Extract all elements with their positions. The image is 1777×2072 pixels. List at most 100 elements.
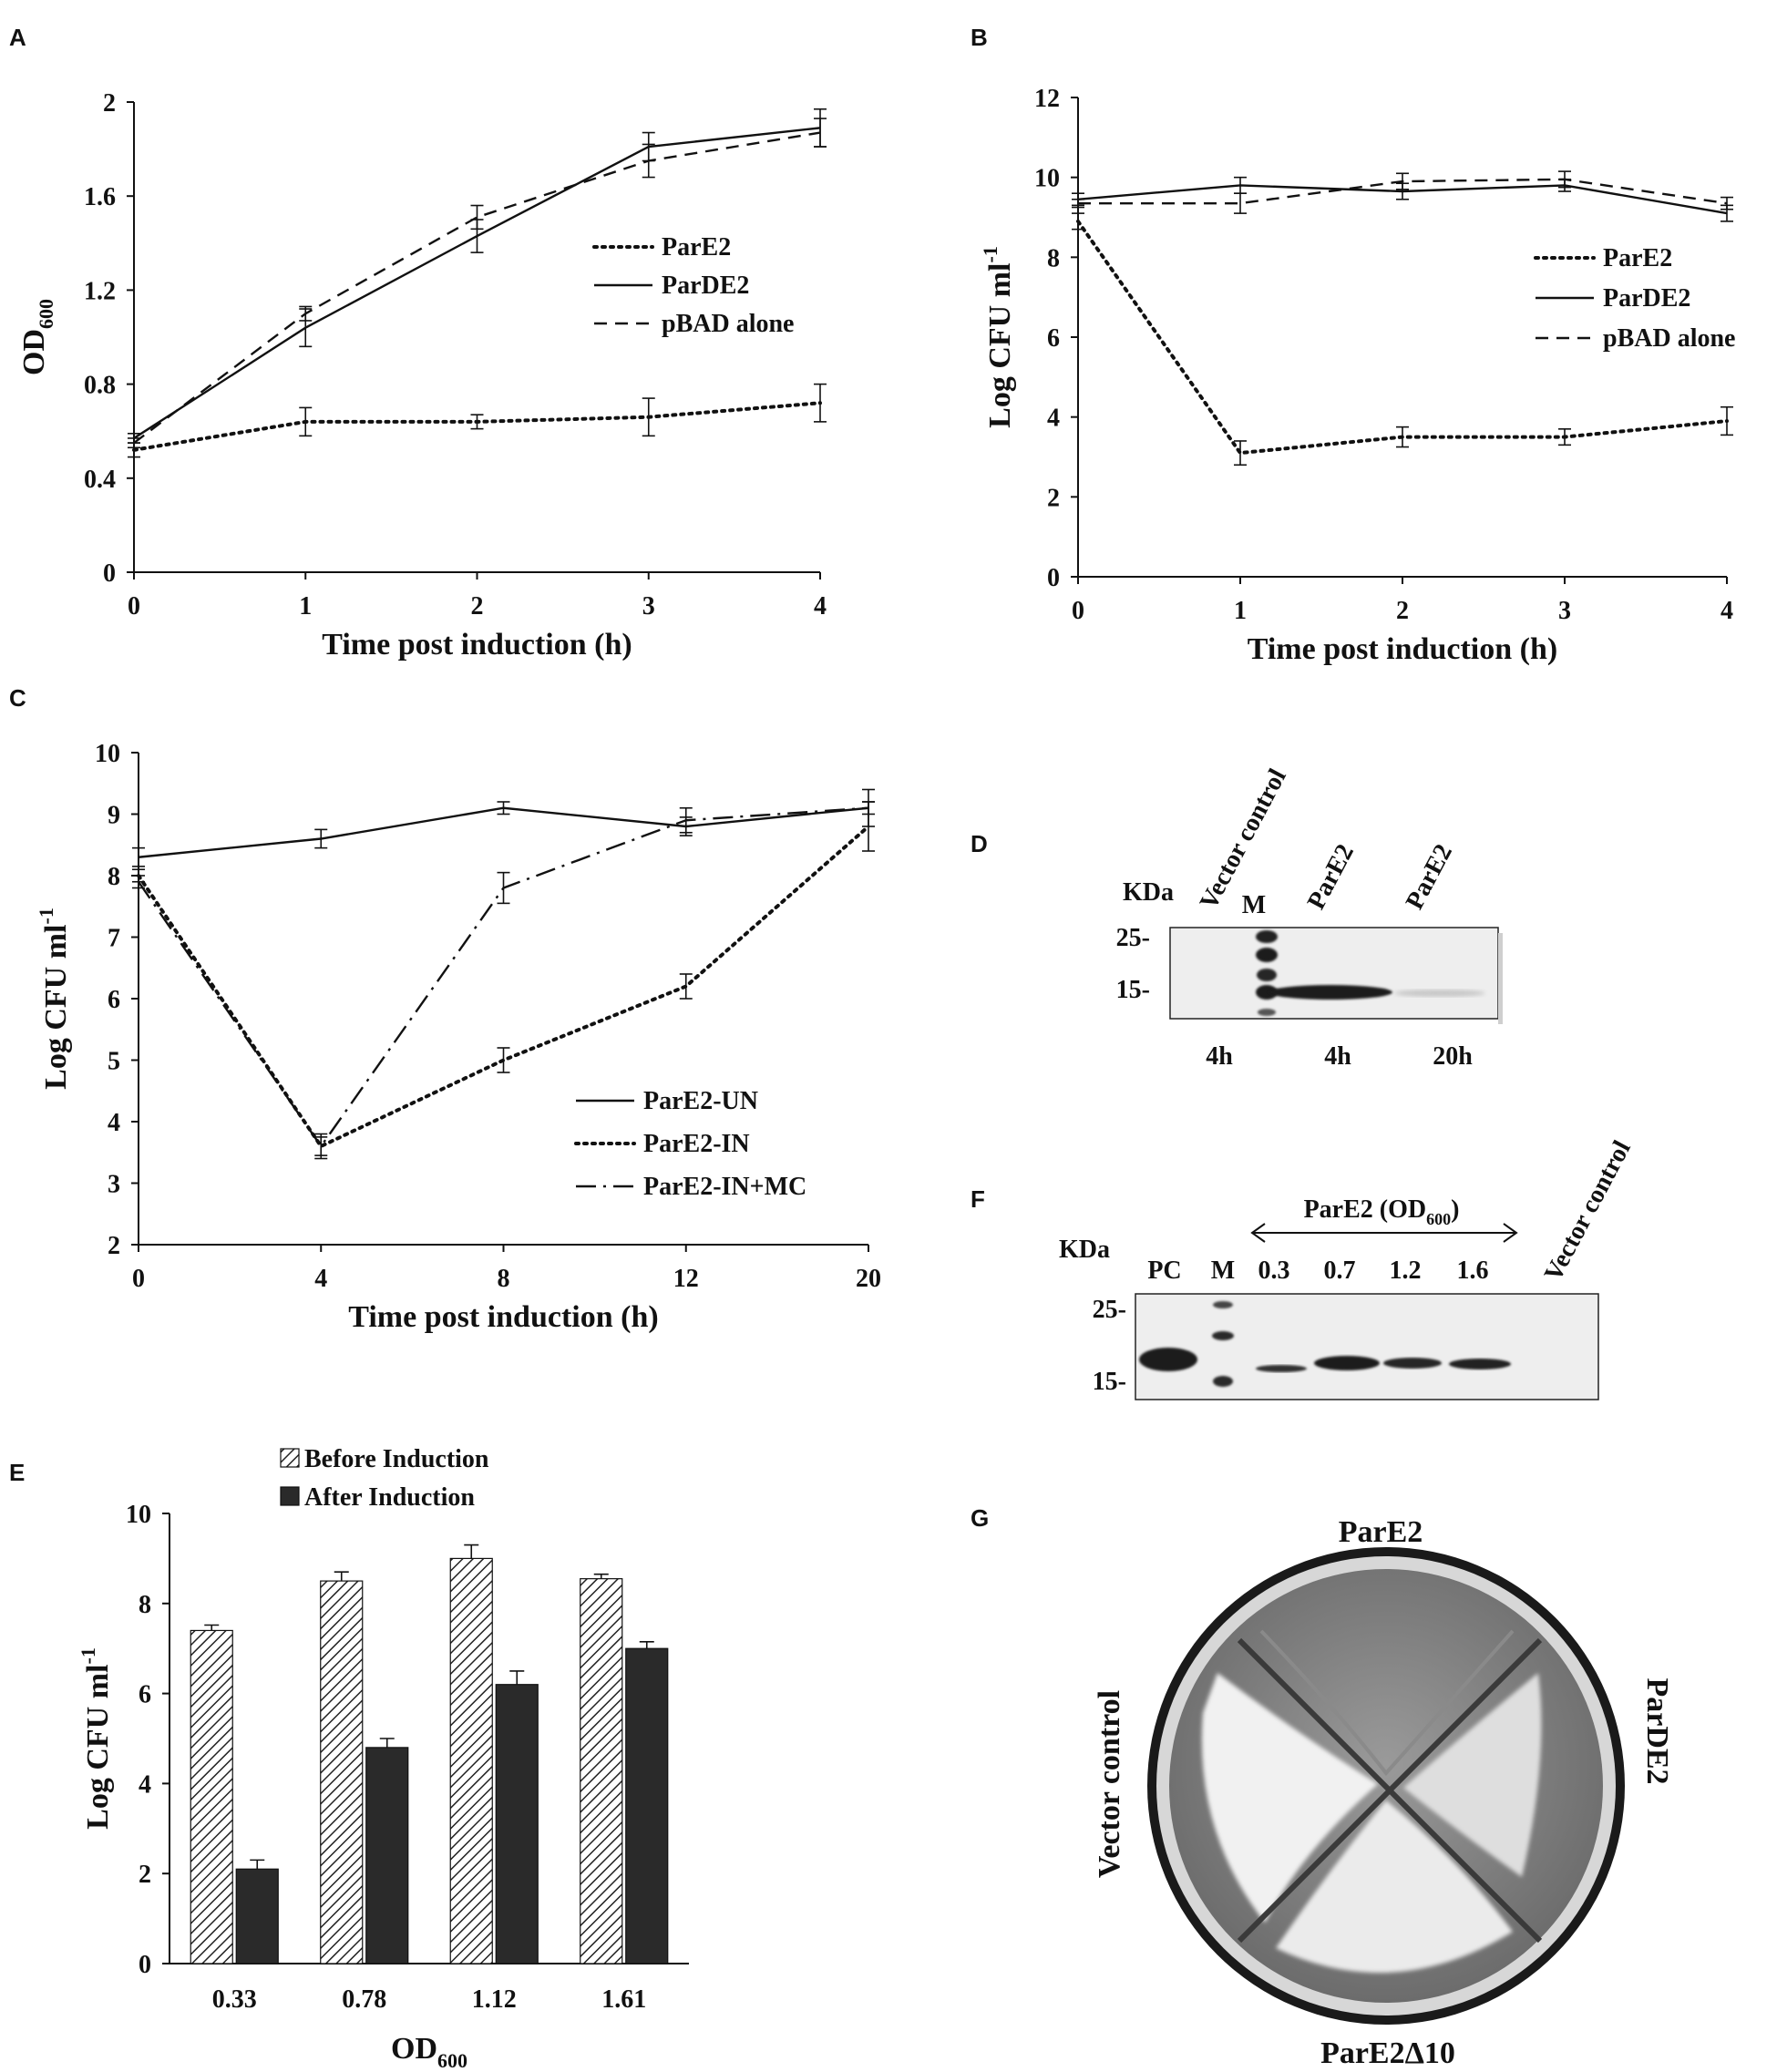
y-tick-label: 8 [139, 1591, 151, 1619]
legend-label-0: ParE2-UN [643, 1087, 758, 1115]
y-tick-label: 2 [1047, 484, 1060, 512]
x-tick-label: 20 [856, 1265, 881, 1293]
blot-f-lane-0-3: 0.3 [1258, 1257, 1290, 1285]
y-tick-label: 1.6 [84, 183, 116, 211]
x-tick-label: 1.12 [472, 1985, 517, 2014]
y-tick-label: 10 [126, 1501, 151, 1529]
error-bar [132, 846, 145, 867]
error-bar [497, 1047, 510, 1073]
x-tick-label: 8 [498, 1265, 510, 1293]
y-tick-label: 0 [103, 559, 116, 588]
y-tick-label: 0.8 [84, 372, 116, 400]
x-tick-label: 2 [1396, 597, 1409, 625]
y-axis-title-main: OD [17, 329, 51, 375]
y-tick-label: 8 [1047, 244, 1060, 272]
error-bar [128, 437, 140, 449]
x-tick-label: 0.33 [212, 1985, 257, 2014]
error-bar [642, 143, 655, 179]
legend-swatch-0 [280, 1448, 300, 1468]
error-bar [497, 801, 510, 815]
plate-label-left: Vector control [1093, 1690, 1126, 1878]
x-tick-label: 3 [642, 592, 655, 621]
x-axis-title-main: OD [391, 2032, 437, 2066]
y-tick-label: 10 [1034, 165, 1060, 193]
y-axis-title: Log CFU ml-1 [979, 246, 1017, 428]
plate-g: ParE2 ParDE2 ParE2Δ10 Vector control [1093, 1515, 1674, 2070]
blot-d-lane-pare2-20h: ParE2 [1401, 839, 1458, 914]
bar-after-1 [365, 1747, 409, 1964]
y-tick-label: 12 [1034, 85, 1060, 113]
x-axis-title: Time post induction (h) [1248, 632, 1557, 666]
y-axis-title-sup: -1 [979, 246, 1001, 262]
y-tick-label: 4 [108, 1109, 120, 1137]
y-tick-label: 2 [139, 1861, 151, 1889]
error-bar [1072, 198, 1084, 209]
legend-label-2: pBAD alone [1603, 324, 1735, 353]
y-tick-label: 2 [103, 89, 116, 118]
blot-d-lane-pare2-4h: ParE2 [1302, 839, 1360, 914]
y-tick-label: 4 [139, 1770, 151, 1799]
y-axis-title-sub: 600 [35, 299, 57, 329]
x-axis-title: Time post induction (h) [322, 628, 632, 662]
bar-before-2 [449, 1557, 493, 1964]
plate-label-top: ParE2 [1339, 1515, 1423, 1549]
blot-d-time-pare2-20h: 20h [1433, 1042, 1473, 1071]
chart-e-bars: 0 2 4 6 8 10 0.33 0.78 1.12 1.61 OD600 Log CFU ml-1… [77, 1445, 689, 2072]
blot-f-band-1-6 [1449, 1359, 1511, 1369]
y-tick-label: 6 [108, 986, 120, 1014]
y-axis-title-main: Log CFU ml [81, 1665, 115, 1830]
error-bar [1721, 196, 1733, 210]
legend-label-1: ParE2-IN [643, 1130, 750, 1158]
blot-f-marker-25: 25- [1093, 1296, 1126, 1324]
x-axis-title: OD600 [391, 2032, 467, 2072]
blot-d: KDa 25- 15- Vector control M ParE2 ParE2… [1116, 764, 1503, 1071]
blot-f-lane-vector-control: Vector control [1539, 1136, 1637, 1287]
x-tick-label: 4 [814, 592, 827, 621]
growth-pare2-delta10 [1276, 1800, 1513, 1974]
blot-f-lane-pc: PC [1147, 1257, 1181, 1285]
blot-d-marker-15: 15- [1116, 976, 1150, 1004]
x-tick-label: 3 [1558, 597, 1571, 625]
y-tick-label: 2 [108, 1232, 120, 1260]
plate-label-right: ParDE2 [1640, 1677, 1674, 1784]
error-bar [814, 118, 827, 148]
series-line-2 [138, 806, 869, 1149]
x-tick-label: 12 [673, 1265, 699, 1293]
error-bar [1234, 440, 1247, 467]
legend-label-1: ParDE2 [662, 272, 749, 300]
blot-f-membrane [1135, 1293, 1599, 1400]
y-axis-title-sup: -1 [35, 908, 57, 924]
panel-letter-e: E [9, 1459, 25, 1486]
blot-f-band-0-3 [1256, 1365, 1307, 1372]
series-line-2 [133, 131, 821, 445]
blot-f-group-label: ParE2 (OD600) [1304, 1195, 1460, 1228]
panel-letter-b: B [971, 24, 988, 51]
legend-label-1: After Induction [304, 1483, 475, 1512]
plate-divider-2 [1237, 1637, 1543, 1944]
y-tick-label: 5 [108, 1048, 120, 1076]
legend-label-2: pBAD alone [662, 310, 794, 338]
blot-f-lane-0-7: 0.7 [1324, 1257, 1356, 1285]
error-bar [1396, 426, 1409, 448]
chart-c-cfu: 2 3 4 5 6 7 8 9 10 0 4 8 12 20 Time post induction (h)… [35, 740, 881, 1334]
error-bar [470, 204, 484, 231]
y-tick-label: 3 [108, 1171, 120, 1199]
bar-after-0 [235, 1868, 279, 1964]
error-bar [470, 414, 484, 430]
x-tick-label: 2 [471, 592, 484, 621]
y-axis-title-sup: -1 [77, 1647, 99, 1664]
blot-d-band-pare2-4h [1269, 985, 1392, 1000]
bar-before-3 [580, 1578, 623, 1964]
error-bar [1558, 428, 1571, 446]
bar-before-0 [190, 1629, 233, 1964]
error-bar [1396, 172, 1409, 190]
error-bar [314, 1136, 328, 1156]
blot-f-lane-1-2: 1.2 [1390, 1257, 1422, 1285]
x-tick-label: 4 [314, 1265, 327, 1293]
x-tick-label: 1 [299, 592, 312, 621]
growth-parde2 [1403, 1673, 1542, 1877]
error-bar [679, 973, 693, 1000]
blot-d-lane-m: M [1242, 891, 1266, 919]
